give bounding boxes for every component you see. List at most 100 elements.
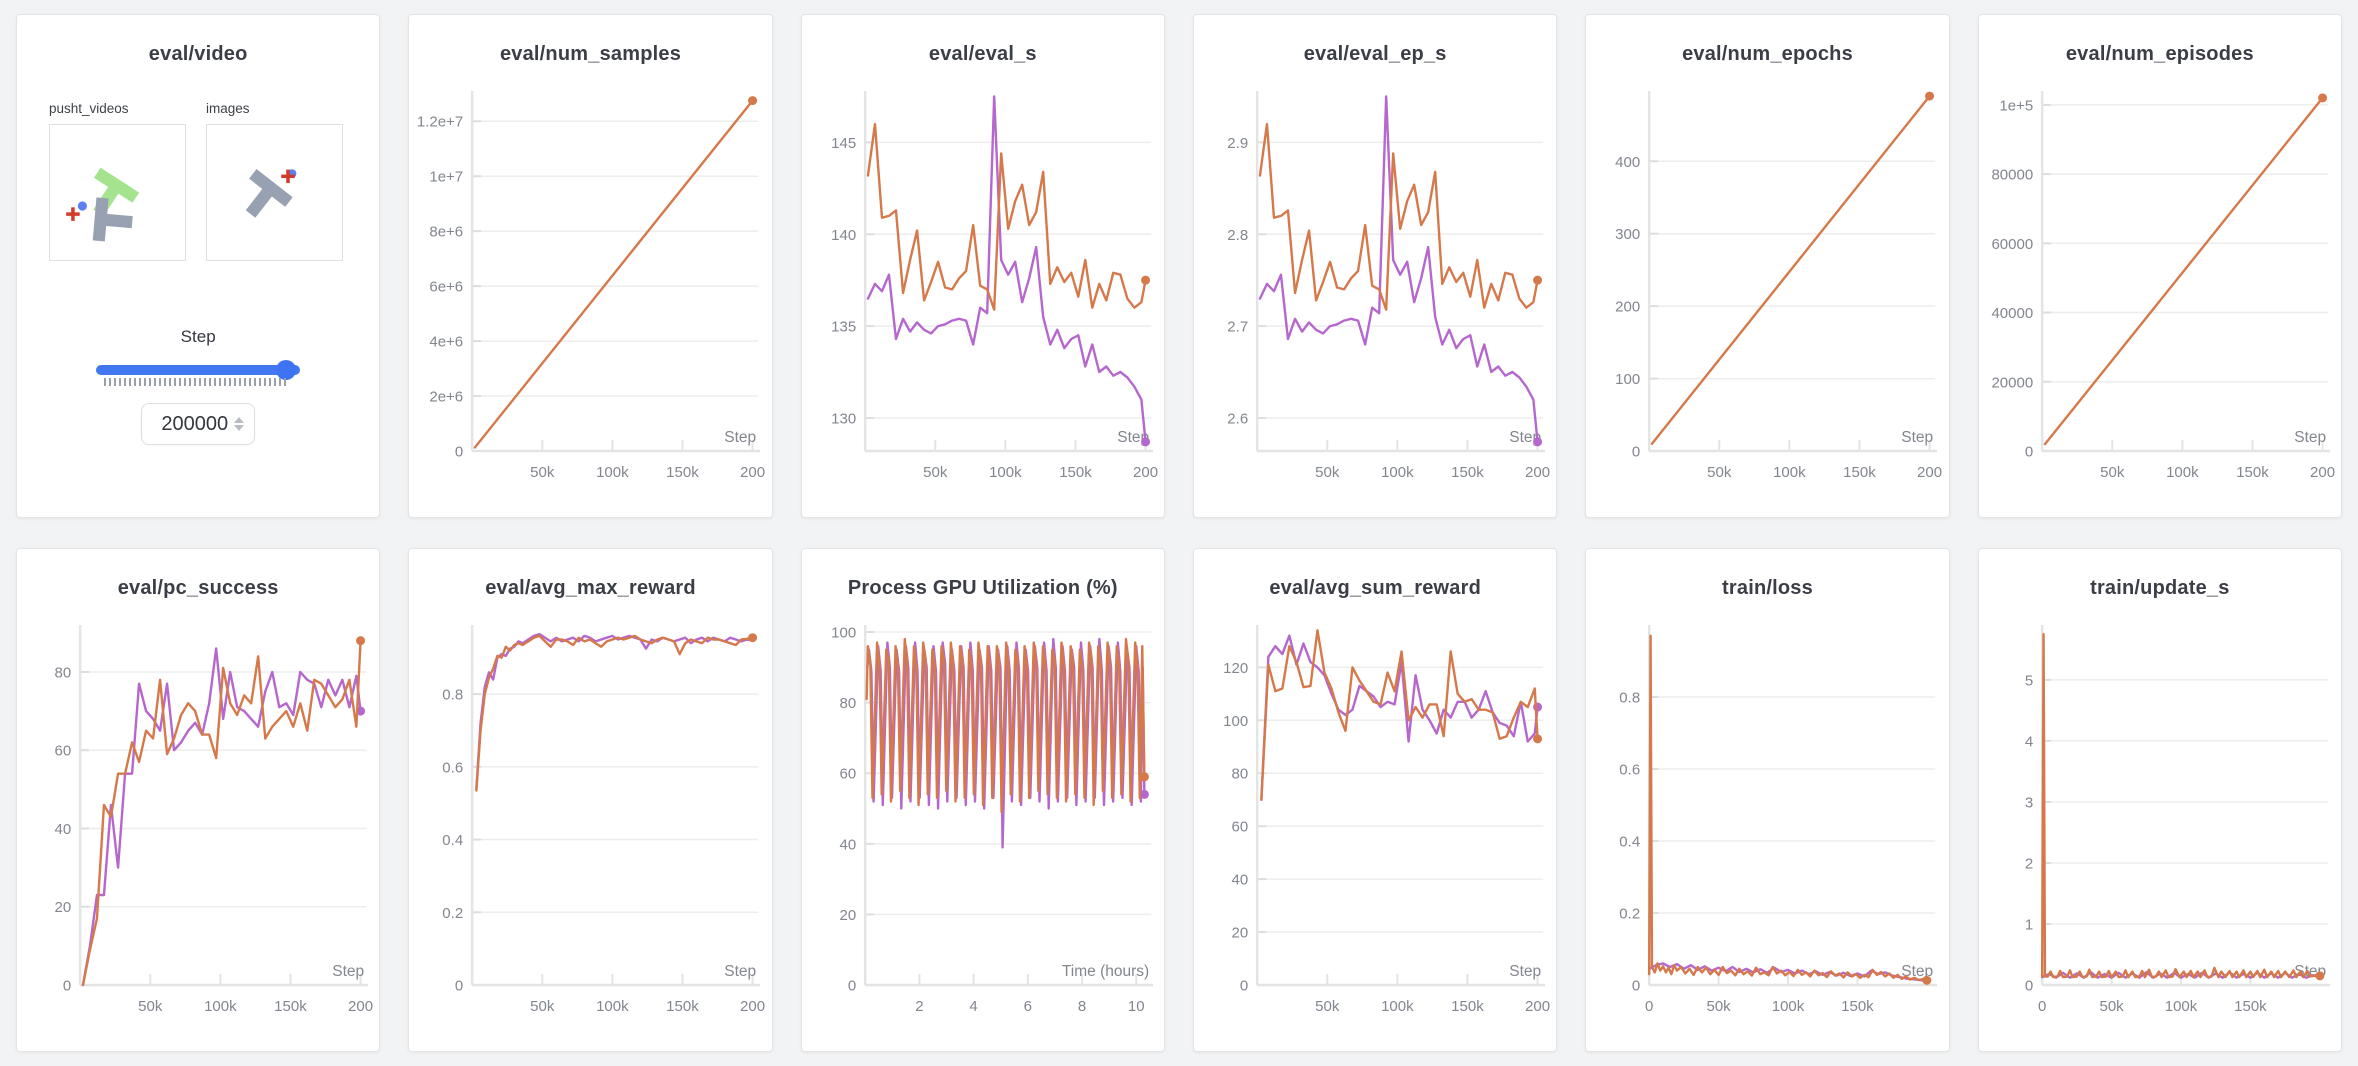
chart-canvas[interactable]: 0 20000 40000 60000 80000 1e+5 50k 100k 150k 200 S… [1979,79,2341,515]
svg-text:50k: 50k [1707,464,1732,481]
svg-text:50k: 50k [1315,464,1340,481]
panel-title: eval/eval_ep_s [1303,43,1447,65]
panel-eval-avg-sum-reward: eval/avg_sum_reward 0 20 40 60 80 100 120 50k 10… [1193,548,1558,1052]
svg-text:100: 100 [1615,371,1640,388]
svg-text:Time (hours): Time (hours) [1062,963,1149,980]
pusht-video-thumbnail[interactable] [49,124,186,261]
svg-text:60: 60 [839,766,856,783]
svg-text:40: 40 [1231,872,1248,889]
svg-text:6: 6 [1023,998,1031,1015]
svg-text:200: 200 [1917,464,1942,481]
chart-canvas[interactable]: 0 0.2 0.4 0.6 0.8 50k 100k 150k 200 Step [409,613,771,1049]
panel-title: train/update_s [2090,577,2230,599]
panel-title: train/loss [1722,577,1813,599]
panel-title: eval/video [148,43,248,65]
block-t-gray [245,169,293,218]
target-cross-icon [281,169,295,184]
svg-text:100k: 100k [989,464,1022,481]
svg-text:100k: 100k [204,998,237,1015]
agent-dot [77,201,87,211]
svg-text:150k: 150k [1059,464,1092,481]
svg-text:1e+5: 1e+5 [1999,97,2033,114]
panel-title: eval/eval_s [928,43,1037,65]
stepper-down-icon[interactable] [234,425,245,431]
chart-canvas[interactable]: 0 20 40 60 80 100 120 50k 100k 150k 200 Step [1194,613,1556,1049]
svg-text:150k: 150k [1451,998,1484,1015]
step-slider-label: Step [180,327,216,346]
svg-text:0: 0 [63,978,71,995]
svg-text:100: 100 [1223,713,1248,730]
panel-eval-eval-ep-s: eval/eval_ep_s 2.6 2.7 2.8 2.9 50k 100k 150k 20… [1193,14,1558,518]
svg-text:3: 3 [2024,794,2032,811]
svg-text:100k: 100k [1772,998,1805,1015]
svg-text:200: 200 [348,998,373,1015]
chart-canvas[interactable]: 0 20 40 60 80 50k 100k 150k 200 Step [17,613,379,1049]
svg-text:150k: 150k [667,464,700,481]
svg-text:100k: 100k [2164,998,2197,1015]
svg-text:2.6: 2.6 [1227,410,1248,427]
svg-text:2e+6: 2e+6 [430,389,464,406]
svg-text:150k: 150k [1844,464,1877,481]
chart-canvas[interactable]: 0 0.2 0.4 0.6 0.8 0 50k 100k 150k Step [1586,613,1948,1049]
step-slider-track[interactable] [96,365,301,375]
svg-text:2: 2 [2024,855,2032,872]
svg-text:0: 0 [2024,978,2032,995]
svg-text:200: 200 [740,464,765,481]
svg-text:0: 0 [1632,444,1640,461]
target-cross-icon [66,207,80,221]
svg-text:140: 140 [831,227,856,244]
svg-text:150k: 150k [2234,998,2267,1015]
svg-text:80000: 80000 [1991,167,2033,184]
stepper-up-icon[interactable] [234,417,245,423]
svg-text:200: 200 [2310,464,2335,481]
svg-text:Step: Step [1902,963,1934,980]
svg-text:0.6: 0.6 [443,759,464,776]
svg-text:100k: 100k [1773,464,1806,481]
svg-text:Step: Step [725,963,757,980]
svg-text:120: 120 [1223,660,1248,677]
svg-text:80: 80 [839,695,856,712]
svg-text:Step: Step [1509,963,1541,980]
panel-eval-num-episodes: eval/num_episodes 0 20000 40000 60000 80000 1… [1977,14,2342,518]
svg-text:150k: 150k [1841,998,1874,1015]
svg-text:145: 145 [831,135,856,152]
svg-text:0.2: 0.2 [443,905,464,922]
svg-text:50k: 50k [1315,998,1340,1015]
chart-canvas[interactable]: 0 2e+6 4e+6 6e+6 8e+6 1e+7 1.2e+7 50k 100k 150k 20… [409,79,771,515]
panel-title: eval/num_epochs [1682,43,1853,65]
svg-text:4: 4 [969,998,977,1015]
images-thumbnail[interactable] [206,124,343,261]
step-slider-thumb[interactable] [275,360,296,380]
svg-text:1e+7: 1e+7 [430,169,464,186]
svg-text:135: 135 [831,319,856,336]
svg-text:0.2: 0.2 [1620,906,1641,923]
step-slider[interactable] [96,360,301,391]
panel-title: eval/pc_success [117,577,279,599]
svg-text:0: 0 [1632,978,1640,995]
svg-text:10: 10 [1128,998,1145,1015]
media-key-pusht-videos: pusht_videos [49,101,129,116]
svg-text:4e+6: 4e+6 [430,334,464,351]
svg-text:100k: 100k [1381,464,1414,481]
svg-text:100k: 100k [596,998,629,1015]
svg-text:Step: Step [332,963,364,980]
panel-eval-eval-s: eval/eval_s 130 135 140 145 50k 100k 150k 200 St… [800,14,1165,518]
svg-text:60: 60 [54,743,71,760]
chart-canvas[interactable]: 0 100 200 300 400 50k 100k 150k 200 Step [1586,79,1948,515]
svg-text:150k: 150k [1451,464,1484,481]
panel-title: eval/avg_sum_reward [1269,577,1482,599]
svg-text:60000: 60000 [1991,236,2033,253]
svg-text:0.8: 0.8 [1620,690,1641,707]
svg-text:0.4: 0.4 [1620,834,1641,851]
svg-text:0.8: 0.8 [443,687,464,704]
svg-text:2.8: 2.8 [1227,227,1248,244]
svg-text:Step: Step [2294,429,2326,446]
chart-canvas[interactable]: 0 20 40 60 80 100 2 4 6 8 10 Time (hours) [802,613,1164,1049]
step-input[interactable] [152,411,231,437]
svg-text:100: 100 [831,625,856,642]
media-key-images: images [206,101,250,116]
svg-text:6e+6: 6e+6 [430,279,464,296]
